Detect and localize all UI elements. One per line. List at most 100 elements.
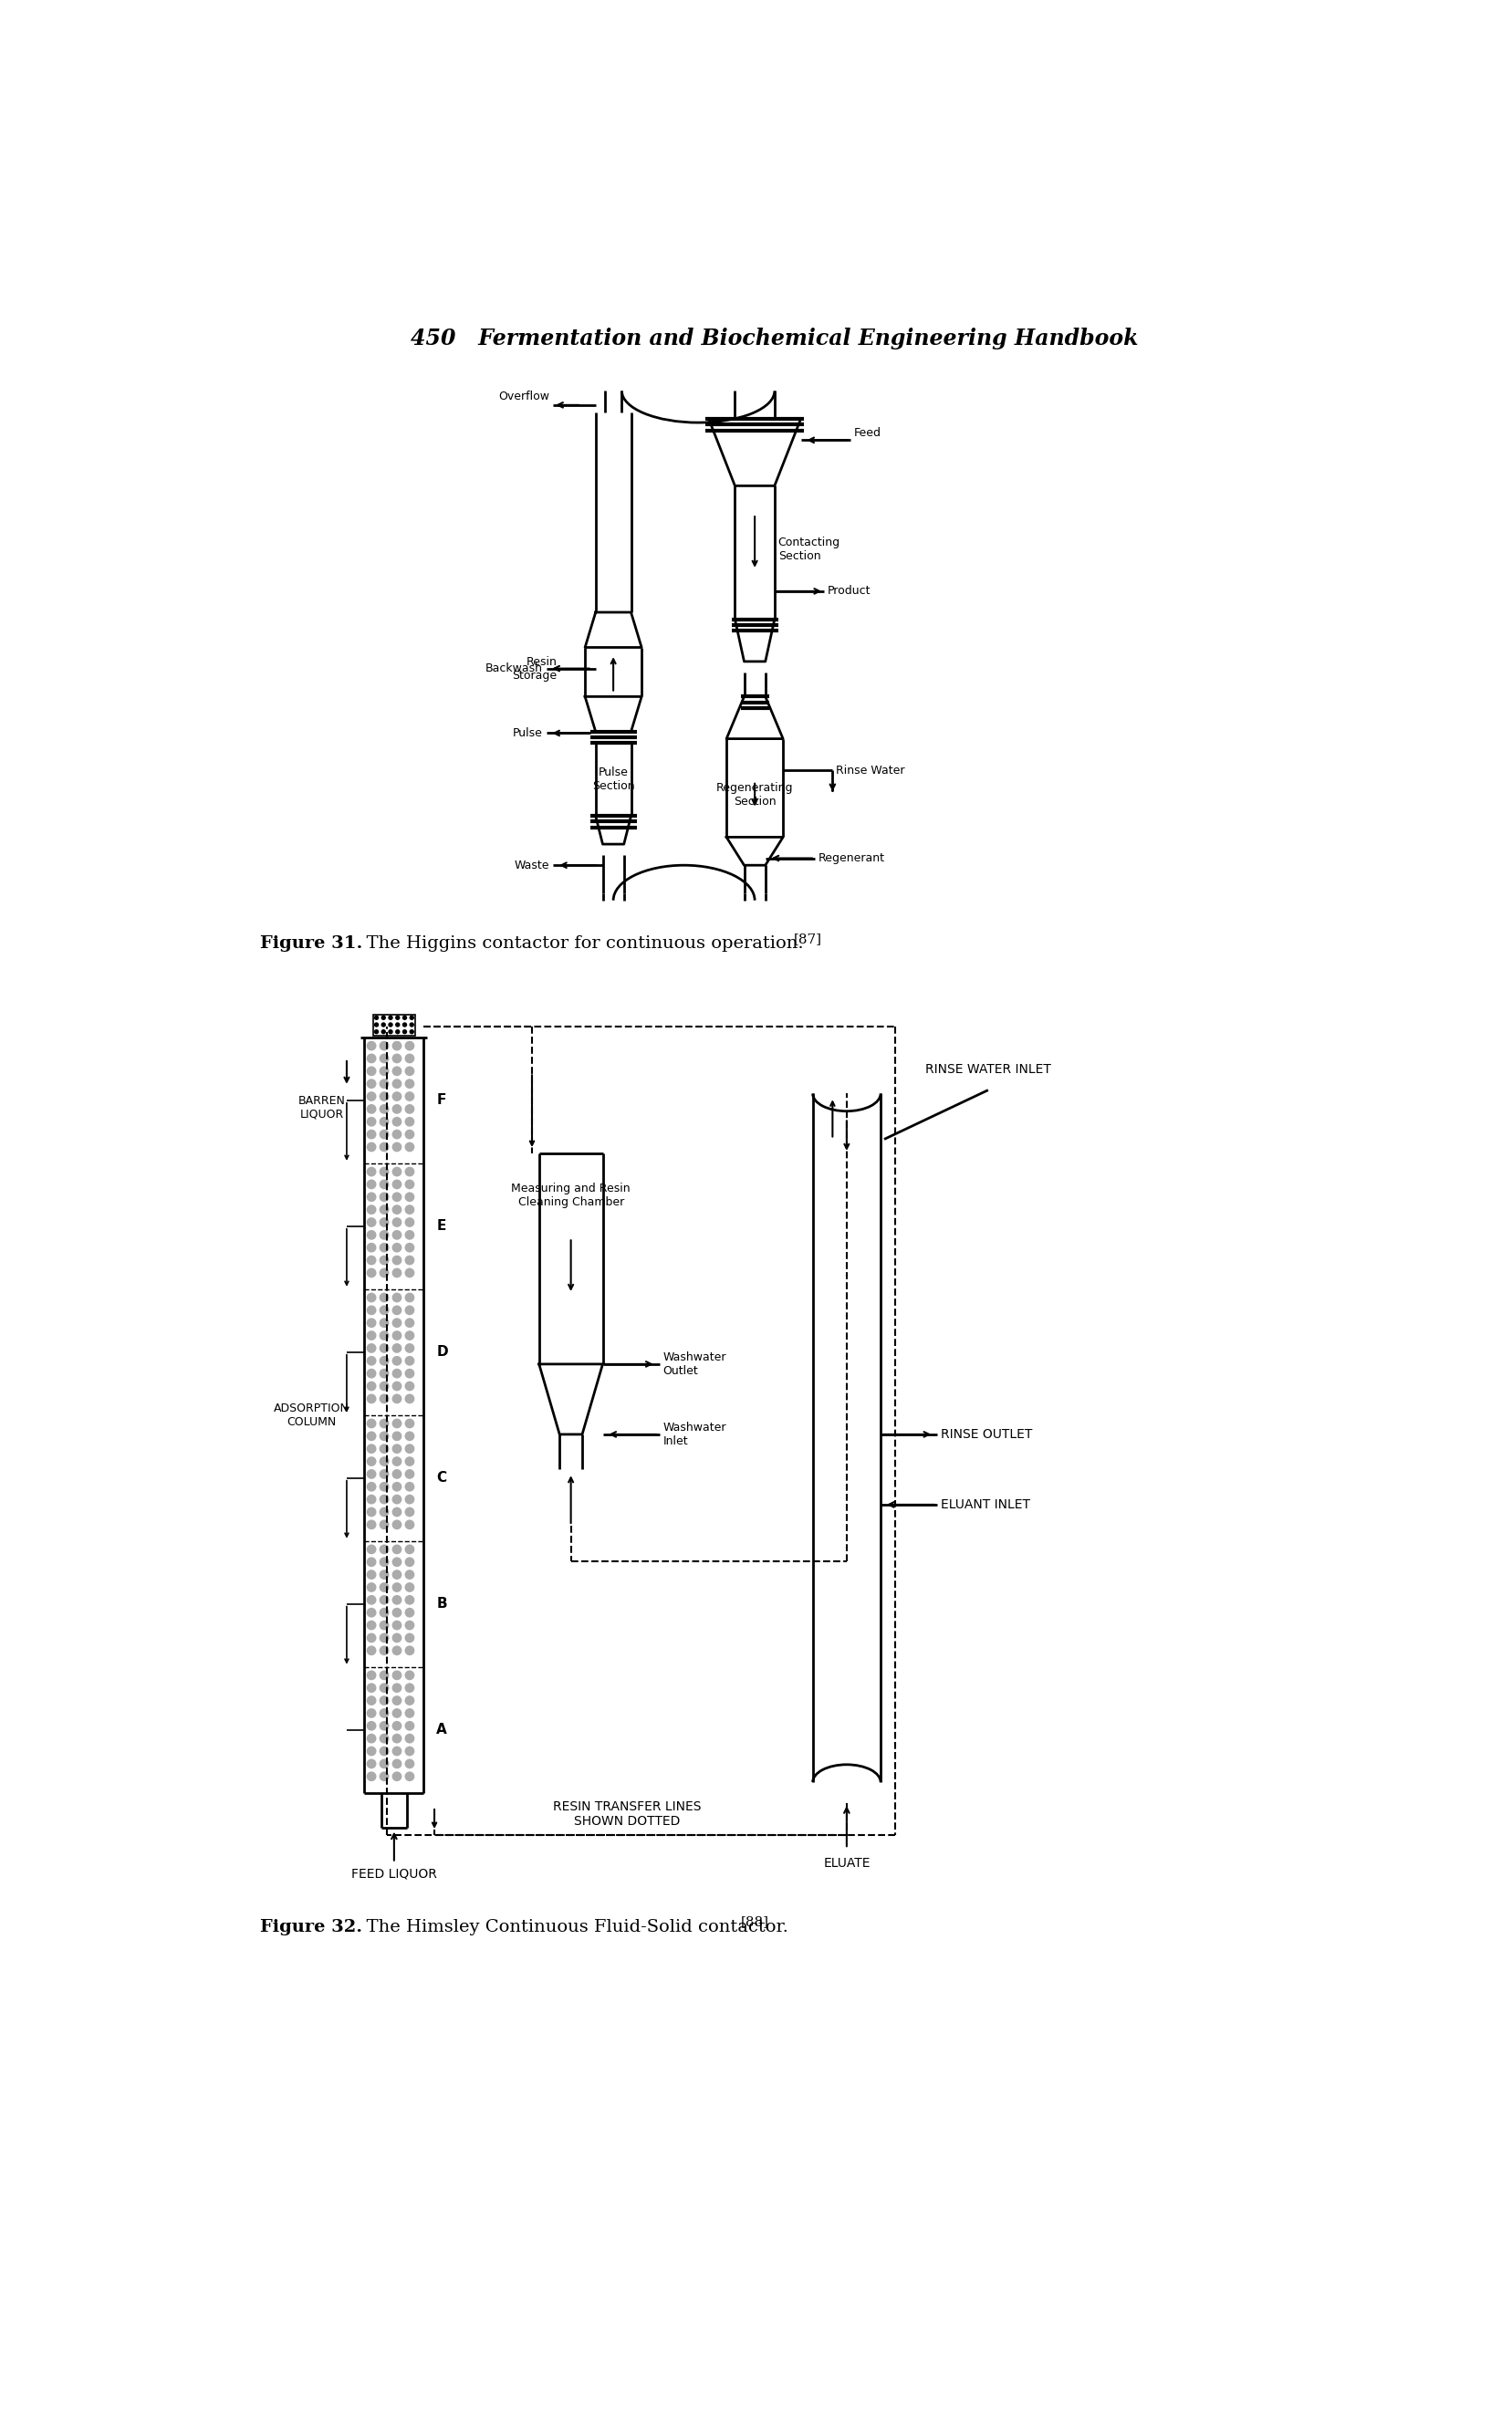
Circle shape (380, 1633, 389, 1643)
Circle shape (405, 1395, 414, 1404)
Circle shape (366, 1621, 376, 1631)
Circle shape (392, 1747, 402, 1756)
Circle shape (405, 1231, 414, 1241)
Circle shape (380, 1103, 389, 1113)
Circle shape (392, 1243, 402, 1253)
Circle shape (405, 1306, 414, 1315)
Circle shape (380, 1684, 389, 1694)
Circle shape (392, 1583, 402, 1592)
Circle shape (366, 1344, 376, 1354)
Circle shape (392, 1255, 402, 1265)
Circle shape (381, 1014, 386, 1019)
Circle shape (380, 1494, 389, 1503)
Circle shape (392, 1166, 402, 1176)
Circle shape (366, 1041, 376, 1050)
Circle shape (380, 1431, 389, 1441)
Circle shape (392, 1684, 402, 1694)
Circle shape (395, 1021, 401, 1026)
Circle shape (405, 1255, 414, 1265)
Circle shape (366, 1607, 376, 1616)
Circle shape (402, 1029, 407, 1033)
Circle shape (405, 1684, 414, 1694)
Text: Product: Product (827, 585, 871, 597)
Circle shape (405, 1217, 414, 1226)
Circle shape (366, 1267, 376, 1277)
Circle shape (366, 1583, 376, 1592)
Text: Rinse Water: Rinse Water (836, 764, 906, 776)
Circle shape (405, 1091, 414, 1101)
Circle shape (405, 1469, 414, 1479)
Circle shape (366, 1217, 376, 1226)
Circle shape (366, 1130, 376, 1139)
Circle shape (392, 1330, 402, 1339)
Circle shape (392, 1053, 402, 1062)
Circle shape (405, 1583, 414, 1592)
Circle shape (366, 1294, 376, 1303)
Circle shape (380, 1318, 389, 1327)
Circle shape (410, 1014, 414, 1019)
Circle shape (381, 1029, 386, 1033)
Text: F: F (437, 1094, 446, 1108)
Bar (373, 1014, 416, 1036)
Circle shape (405, 1380, 414, 1390)
Circle shape (392, 1621, 402, 1631)
Circle shape (405, 1494, 414, 1503)
Circle shape (392, 1380, 402, 1390)
Circle shape (405, 1771, 414, 1780)
Circle shape (380, 1294, 389, 1303)
Text: B: B (437, 1597, 448, 1612)
Text: Overflow: Overflow (499, 390, 550, 402)
Circle shape (405, 1544, 414, 1554)
Circle shape (405, 1508, 414, 1518)
Circle shape (380, 1380, 389, 1390)
Circle shape (380, 1330, 389, 1339)
Circle shape (405, 1356, 414, 1366)
Circle shape (405, 1419, 414, 1429)
Circle shape (373, 1021, 380, 1026)
Circle shape (405, 1067, 414, 1077)
Circle shape (392, 1494, 402, 1503)
Circle shape (405, 1079, 414, 1089)
Circle shape (366, 1771, 376, 1780)
Circle shape (380, 1243, 389, 1253)
Circle shape (366, 1330, 376, 1339)
Circle shape (380, 1142, 389, 1152)
Circle shape (405, 1621, 414, 1631)
Circle shape (366, 1067, 376, 1077)
Text: 450   Fermentation and Biochemical Engineering Handbook: 450 Fermentation and Biochemical Enginee… (411, 328, 1139, 349)
Circle shape (405, 1431, 414, 1441)
Text: FEED LIQUOR: FEED LIQUOR (351, 1867, 437, 1879)
Text: Regenerating
Section: Regenerating Section (717, 783, 794, 807)
Circle shape (380, 1443, 389, 1453)
Circle shape (366, 1166, 376, 1176)
Circle shape (392, 1231, 402, 1241)
Circle shape (392, 1607, 402, 1616)
Circle shape (366, 1306, 376, 1315)
Circle shape (392, 1645, 402, 1655)
Circle shape (405, 1267, 414, 1277)
Circle shape (380, 1747, 389, 1756)
Circle shape (405, 1192, 414, 1202)
Circle shape (380, 1079, 389, 1089)
Text: Figure 31.: Figure 31. (260, 935, 363, 952)
Text: Washwater
Outlet: Washwater Outlet (662, 1351, 726, 1378)
Circle shape (366, 1520, 376, 1530)
Circle shape (392, 1556, 402, 1566)
Circle shape (380, 1556, 389, 1566)
Text: The Himsley Continuous Fluid-Solid contactor.: The Himsley Continuous Fluid-Solid conta… (355, 1920, 788, 1934)
Circle shape (392, 1759, 402, 1768)
Circle shape (366, 1053, 376, 1062)
Circle shape (392, 1079, 402, 1089)
Text: Pulse
Section: Pulse Section (593, 766, 635, 793)
Circle shape (380, 1571, 389, 1580)
Circle shape (405, 1130, 414, 1139)
Circle shape (405, 1142, 414, 1152)
Circle shape (380, 1166, 389, 1176)
Circle shape (392, 1091, 402, 1101)
Circle shape (366, 1380, 376, 1390)
Circle shape (366, 1395, 376, 1404)
Circle shape (392, 1443, 402, 1453)
Circle shape (392, 1294, 402, 1303)
Circle shape (392, 1708, 402, 1718)
Circle shape (405, 1330, 414, 1339)
